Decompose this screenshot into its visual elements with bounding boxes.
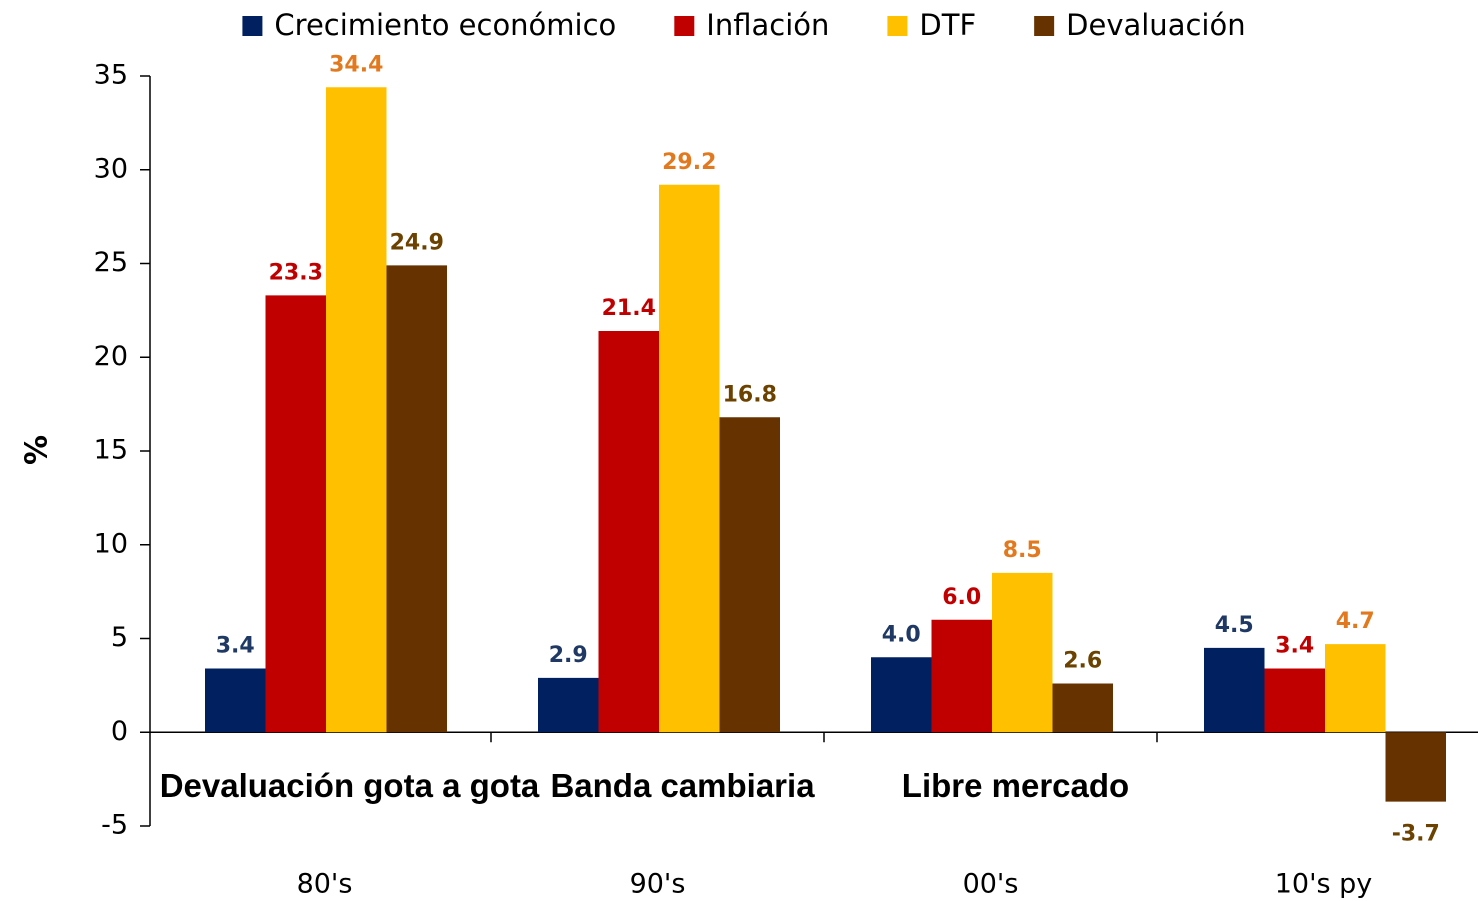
legend-label: Crecimiento económico	[274, 8, 616, 42]
bar	[1052, 683, 1113, 733]
value-label: 23.3	[269, 260, 323, 285]
y-tick-label: -5	[101, 810, 128, 841]
value-label: 4.0	[882, 622, 921, 647]
value-label: 8.5	[1003, 538, 1042, 563]
y-tick-label: 15	[94, 435, 128, 466]
x-tick-label: 90's	[630, 869, 686, 900]
y-tick-label: 35	[94, 60, 128, 91]
y-tick-label: 5	[111, 622, 128, 653]
value-label: 24.9	[390, 230, 444, 255]
value-label: 6.0	[942, 585, 981, 610]
value-label: 34.4	[329, 52, 383, 77]
bar	[1264, 668, 1325, 733]
value-label: -3.7	[1392, 822, 1440, 847]
legend-swatch	[242, 16, 263, 36]
legend-swatch	[887, 16, 908, 36]
value-label: 2.6	[1063, 649, 1102, 674]
bar	[538, 677, 599, 733]
annotation-box: Banda cambiaria	[550, 767, 815, 804]
bar	[326, 87, 387, 733]
bar	[931, 619, 992, 733]
annotation: Libre mercado	[901, 767, 1130, 804]
value-label: 29.2	[662, 150, 716, 175]
legend-label: DTF	[919, 8, 976, 42]
bar	[1204, 647, 1265, 733]
bar	[992, 572, 1053, 733]
bar	[719, 417, 780, 733]
x-tick-label: 00's	[963, 869, 1019, 900]
y-axis-label: %	[20, 435, 55, 465]
bar	[1325, 644, 1386, 733]
bar	[598, 331, 659, 733]
y-tick-label: 0	[111, 716, 128, 747]
x-tick-label: 80's	[297, 869, 353, 900]
y-tick-label: 30	[94, 153, 128, 184]
annotation: Devaluación gota a gota	[159, 767, 540, 804]
bar	[265, 295, 326, 733]
value-label: 16.8	[723, 382, 777, 407]
bar	[205, 668, 266, 733]
bar	[386, 265, 447, 733]
annotation-box: Devaluación gota a gota	[159, 767, 540, 804]
legend-label: Devaluación	[1066, 8, 1245, 42]
value-label: 2.9	[549, 643, 588, 668]
x-tick-label: 10's py	[1275, 869, 1373, 900]
legend: Crecimiento económico Inflación DTF Devalua…	[242, 8, 1246, 42]
annotation-box: Libre mercado	[901, 767, 1130, 804]
bar	[659, 184, 720, 733]
y-tick-label: 10	[94, 528, 128, 559]
bar	[1385, 732, 1446, 802]
y-tick-label: 20	[94, 341, 128, 372]
annotation: Banda cambiaria	[550, 767, 815, 804]
y-tick-label: 25	[94, 247, 128, 278]
value-label: 21.4	[602, 296, 656, 321]
value-label: 4.7	[1336, 609, 1375, 634]
legend-label: Inflación	[706, 8, 829, 42]
value-label: 3.4	[216, 634, 255, 659]
legend-swatch	[674, 16, 695, 36]
bar	[871, 657, 932, 733]
legend-swatch	[1034, 16, 1055, 36]
value-label: 3.4	[1275, 634, 1314, 659]
value-label: 4.5	[1215, 613, 1254, 638]
